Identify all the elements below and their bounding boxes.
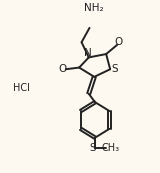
Text: HCl: HCl [13, 83, 30, 93]
Text: NH₂: NH₂ [84, 3, 104, 13]
Text: CH₃: CH₃ [102, 143, 120, 153]
Text: O: O [58, 64, 66, 74]
Text: S: S [89, 143, 96, 153]
Text: O: O [114, 37, 122, 47]
Text: S: S [111, 64, 118, 74]
Text: N: N [84, 48, 92, 58]
